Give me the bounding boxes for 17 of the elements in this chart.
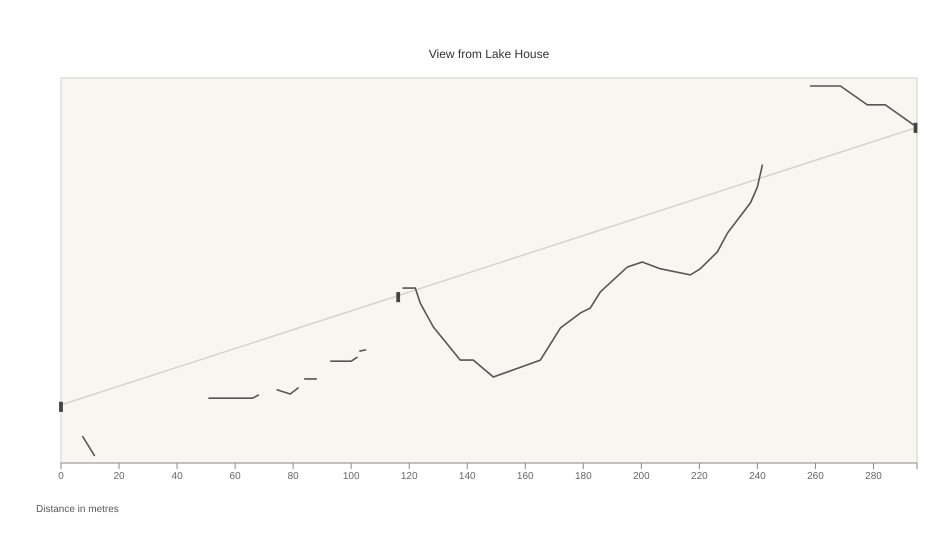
x-tick-label: 20: [113, 471, 126, 482]
x-tick-label: 60: [230, 471, 242, 482]
x-tick-label: 280: [865, 471, 882, 482]
x-tick-label: 180: [574, 471, 592, 482]
x-tick-label: 0: [58, 471, 64, 482]
x-tick-label: 220: [691, 471, 708, 482]
x-tick-label: 100: [342, 471, 360, 482]
x-tick-label: 120: [400, 471, 418, 482]
x-tick-label: 240: [749, 471, 766, 482]
x-tick-label: 160: [516, 471, 534, 482]
x-tick-label: 200: [632, 471, 650, 482]
x-tick-label: 140: [458, 471, 476, 482]
x-tick-label: 40: [172, 471, 184, 482]
x-tick-label: 260: [807, 471, 824, 482]
x-axis-title: Distance in metres: [36, 504, 119, 515]
chart-title: View from Lake House: [428, 47, 550, 61]
x-tick-label: 80: [288, 471, 300, 482]
